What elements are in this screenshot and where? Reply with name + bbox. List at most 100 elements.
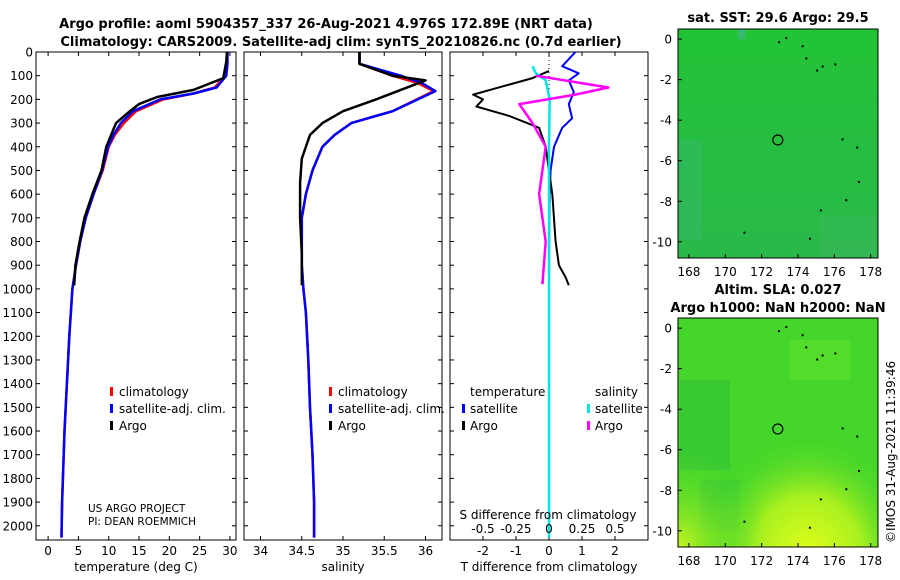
y-tick-label: -10 — [652, 235, 672, 249]
island-dot — [834, 63, 837, 66]
x-tick-label: 35 — [335, 544, 350, 558]
y-tick-label: 100 — [10, 69, 33, 83]
x-tick-label: 36 — [418, 544, 433, 558]
x-tick-label: 0 — [545, 544, 553, 558]
y-tick-label: -10 — [652, 524, 672, 538]
sst-patch — [678, 140, 702, 240]
salinity-legend-argo: Argo — [338, 419, 366, 433]
y-tick-label: 200 — [10, 93, 33, 107]
legend-title-salinity: salinity — [595, 385, 638, 399]
legend-swatch-sal-argo — [587, 421, 590, 430]
legend-swatch-temp-satellite — [462, 404, 465, 413]
x-tick-label: 2 — [611, 544, 619, 558]
island-dot — [801, 334, 804, 337]
s-tick-label: -0.5 — [471, 522, 494, 536]
sst-title: sat. SST: 29.6 Argo: 29.5 — [687, 11, 868, 26]
island-dot — [858, 469, 860, 472]
y-tick-label: 400 — [10, 140, 33, 154]
salinity-legend-climatology: climatology — [338, 385, 408, 399]
s-tick-label: 0.5 — [605, 522, 624, 536]
s-tick-label: -0.25 — [500, 522, 531, 536]
x-tick-label: 1 — [578, 544, 586, 558]
y-tick-label: 1000 — [2, 282, 33, 296]
island-dot — [785, 37, 788, 40]
island-dot — [778, 41, 780, 44]
salinity-plot-frame — [243, 51, 443, 541]
profile-location-marker — [772, 423, 784, 435]
island-dot — [816, 358, 819, 361]
x-tick-label: 20 — [162, 544, 177, 558]
x-tick-label: 0 — [44, 544, 52, 558]
temperature-legend-satellite: satellite-adj. clim. — [119, 402, 226, 416]
s-tick-label: 0.25 — [569, 522, 596, 536]
legend-swatch-argo — [329, 421, 332, 430]
legend-swatch-climatology — [110, 387, 113, 396]
island-dot — [821, 354, 824, 357]
x-tick-label: -2 — [477, 544, 489, 558]
x-tick-label: 176 — [823, 554, 846, 568]
header-line2: Climatology: CARS2009. Satellite-adj cli… — [60, 35, 621, 50]
island-dot — [841, 427, 844, 430]
legend-swatch-satellite — [110, 404, 113, 413]
temperature-xlabel: temperature (deg C) — [74, 560, 197, 574]
island-dot — [743, 520, 746, 523]
legend-sal-satellite: satellite — [595, 402, 643, 416]
x-tick-label: 168 — [677, 554, 700, 568]
x-tick-label: 174 — [787, 554, 810, 568]
island-dot — [808, 237, 811, 240]
legend-swatch-climatology — [329, 387, 332, 396]
series-line-argo — [72, 51, 229, 286]
legend-title-temperature: temperature — [470, 385, 545, 399]
sst-frame — [677, 28, 879, 259]
sla-yellow-left — [678, 318, 878, 547]
x-tick-label: 35.5 — [371, 544, 398, 558]
island-dot — [819, 498, 822, 501]
sla-frame — [677, 317, 879, 548]
legend-swatch-satellite — [329, 404, 332, 413]
y-tick-label: 1800 — [2, 472, 33, 486]
salinity-marks: 34 34.5 35 35.5 36 — [244, 51, 442, 558]
y-tick-label: 1400 — [2, 377, 33, 391]
island-dot — [858, 180, 860, 183]
y-tick-label: -2 — [660, 362, 672, 376]
island-dot — [845, 488, 848, 491]
y-tick-label: 1100 — [2, 306, 33, 320]
island-dot — [834, 352, 837, 355]
y-tick-label: -6 — [660, 443, 672, 457]
difference-marks: -2 -1 0 1 2 -0.5 -0.25 0 0.25 0.5 — [450, 51, 648, 558]
island-dot — [856, 435, 859, 438]
profile-location-marker — [772, 134, 784, 146]
y-tick-label: 0 — [25, 46, 33, 60]
island-dot — [805, 57, 808, 60]
x-tick-label: 25 — [192, 544, 207, 558]
temperature-plot-frame — [35, 51, 237, 541]
island-dot — [805, 346, 808, 349]
x-tick-label: 34 — [253, 544, 268, 558]
y-tick-label: -8 — [660, 195, 672, 209]
y-tick-label: 1900 — [2, 496, 33, 510]
temperature-legend-climatology: climatology — [119, 385, 189, 399]
x-tick-label: 178 — [859, 554, 882, 568]
sst-map-panel: sat. SST: 29.6 Argo: 29.5 168 170 172 174 17… — [652, 11, 882, 279]
y-tick-label: 0 — [664, 33, 672, 47]
y-tick-label: 600 — [10, 188, 33, 202]
sst-patch — [820, 215, 878, 258]
legend-temp-satellite: satellite — [470, 402, 518, 416]
island-dot — [816, 69, 819, 72]
sla-map-panel: Altim. SLA: 0.027 Argo h1000: NaN h2000:… — [652, 283, 885, 568]
x-tick-label: 172 — [750, 265, 773, 279]
y-tick-label: 1500 — [2, 401, 33, 415]
y-tick-label: 0 — [664, 322, 672, 336]
y-tick-label: 1600 — [2, 425, 33, 439]
salinity-legend-satellite: satellite-adj. clim. — [338, 402, 445, 416]
island-dot — [785, 326, 788, 329]
island-dot — [808, 526, 811, 529]
x-tick-label: 15 — [131, 544, 146, 558]
x-tick-label: 170 — [714, 265, 737, 279]
sla-title-1: Altim. SLA: 0.027 — [715, 283, 842, 298]
salinity-panel: 34 34.5 35 35.5 36 salinity climatology sate… — [243, 51, 445, 574]
y-tick-label: 1700 — [2, 448, 33, 462]
x-tick-label: 172 — [750, 554, 773, 568]
series-line-argo — [298, 52, 427, 286]
